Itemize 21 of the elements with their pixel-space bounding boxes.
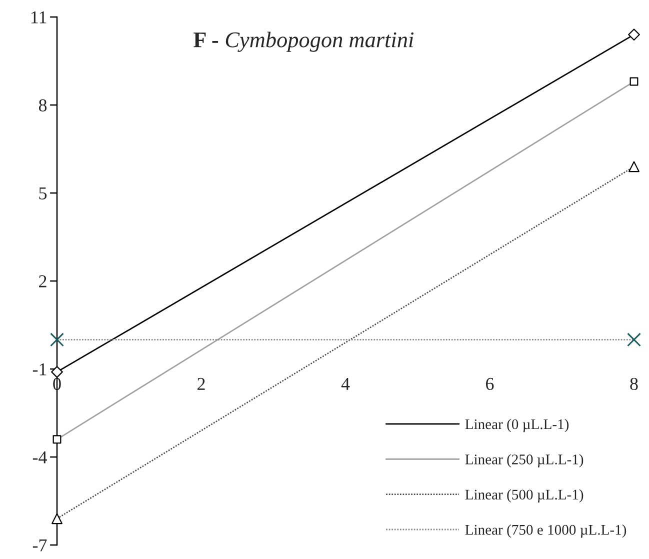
y-tick-label: -7 (32, 539, 47, 552)
point (627, 332, 641, 347)
legend-label: Linear (500 µL.L-1) (465, 489, 584, 503)
x-tick-label: 4 (341, 378, 350, 390)
legend-label: Linear (750 e 1000 µL.L-1) (465, 524, 626, 538)
y-tick-label: 8 (38, 99, 47, 112)
x-tick-label: 2 (198, 378, 205, 390)
text: F - Cymbopogon martini (194, 32, 414, 52)
x-tick-label: 6 (486, 378, 494, 390)
point (50, 332, 64, 347)
y-tick-label: -1 (32, 363, 46, 376)
x-tick-label: 8 (630, 378, 638, 390)
point (630, 77, 638, 86)
y-tick-label: 5 (39, 187, 47, 200)
legend-label: Linear (0 µL.L-1) (465, 418, 569, 432)
y-tick-label: 11 (31, 11, 46, 24)
y-tick-label: 2 (39, 275, 46, 288)
point (52, 435, 62, 444)
point (628, 28, 640, 41)
legend-label: Linear (250 µL.L-1) (465, 454, 584, 468)
y-tick-label: -4 (32, 451, 47, 464)
